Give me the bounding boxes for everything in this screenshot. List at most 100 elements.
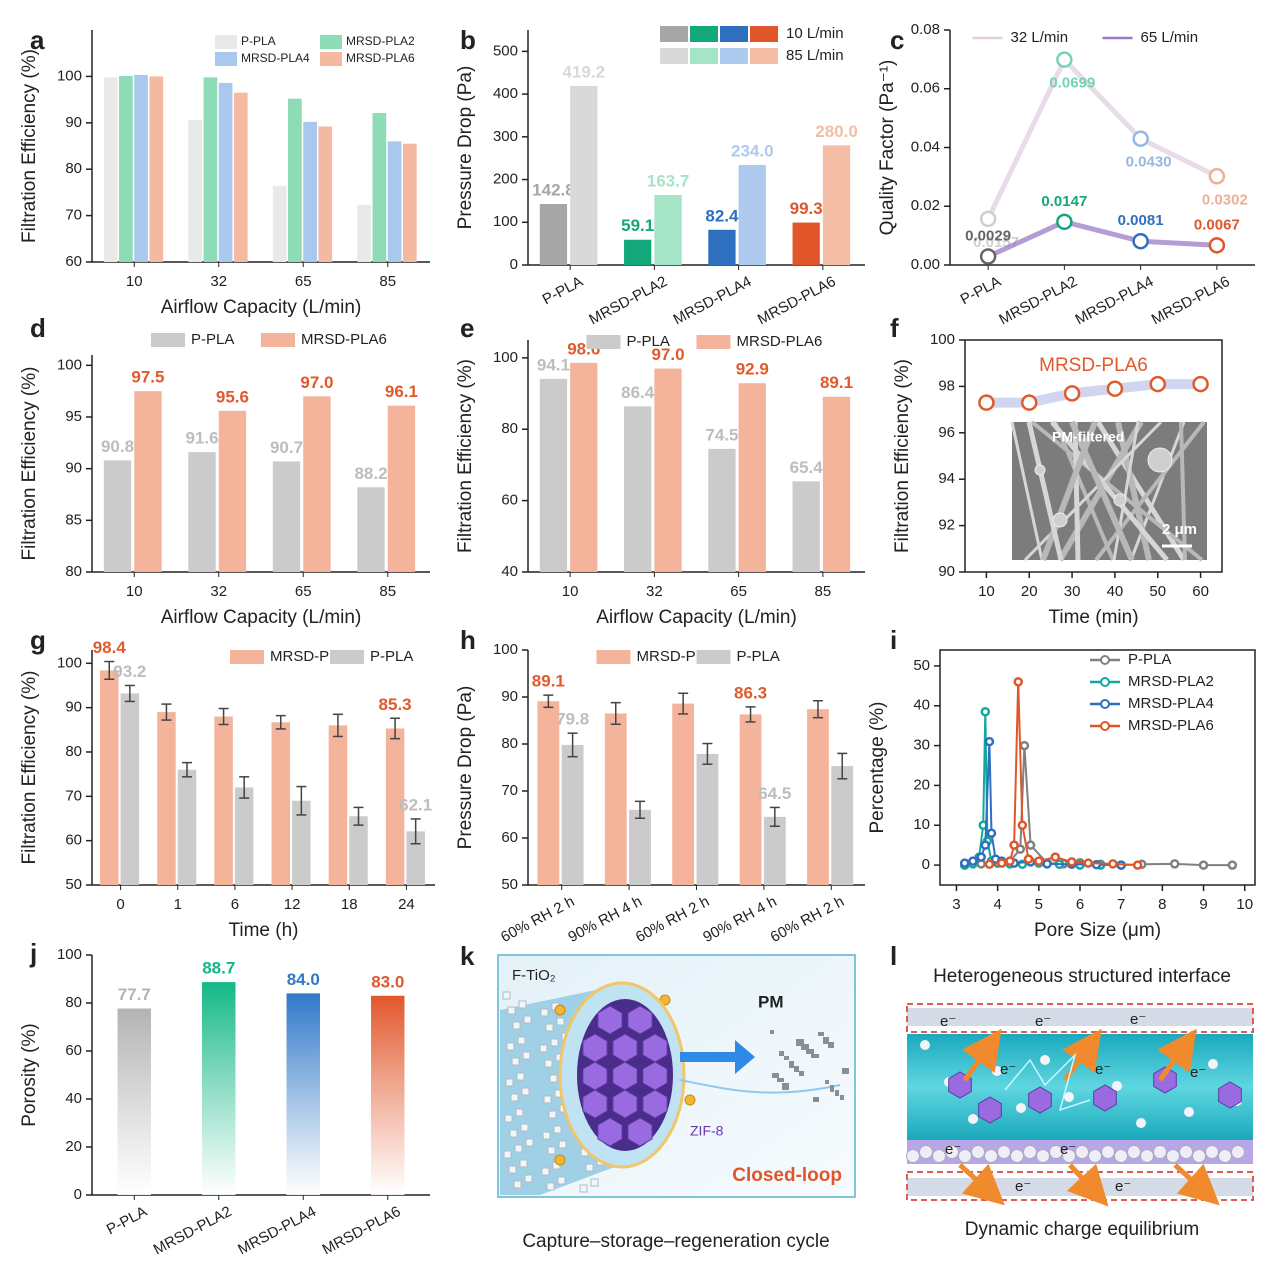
marker: [1009, 840, 1019, 850]
y-tick-label: 80: [65, 743, 82, 760]
value-label: 79.8: [556, 710, 589, 729]
particle: [542, 1131, 551, 1140]
value-label: 96.1: [385, 382, 418, 401]
bar: [696, 753, 719, 885]
value-label: 88.2: [354, 464, 387, 483]
bar: [738, 165, 766, 265]
legend-swatch: [690, 48, 718, 64]
legend-label: P-PLA: [627, 333, 670, 350]
bar: [539, 378, 568, 572]
line: [985, 57, 1219, 220]
value-label: 95.6: [216, 387, 249, 406]
particle: [519, 1159, 528, 1168]
y-tick-label: 96: [938, 424, 955, 441]
value-label: 93.2: [113, 662, 146, 681]
bar: [385, 728, 405, 885]
bar: [234, 787, 254, 885]
pm: [796, 1039, 804, 1046]
legend-swatch: [750, 26, 778, 42]
legend-label: MRSD-PLA4: [241, 51, 310, 65]
layer: [907, 1008, 1253, 1026]
panel-letter: l: [890, 941, 897, 971]
x-tick-label: 6: [231, 896, 239, 913]
marker: [1034, 856, 1044, 866]
particle: [549, 1074, 558, 1083]
sphere: [1010, 1149, 1024, 1163]
pm: [811, 1054, 819, 1058]
sphere: [1231, 1145, 1245, 1159]
legend-label: 10 L/min: [786, 25, 844, 42]
bar: [624, 239, 652, 265]
legend-label: 65 L/min: [1141, 29, 1199, 46]
legend-label: MRSD-PLA4: [1128, 695, 1214, 712]
bar: [292, 800, 311, 885]
bar: [328, 725, 348, 885]
illustration-l: l Heterogeneous structured interface e⁻ e…: [890, 941, 1254, 1240]
pm: [789, 1061, 794, 1068]
marker: [1208, 168, 1226, 185]
particle: [514, 1144, 523, 1153]
pm: [818, 1032, 824, 1036]
y-tick-label: 50: [65, 876, 82, 893]
tio2: [684, 1094, 696, 1106]
value-label: 90.7: [270, 438, 303, 457]
y-tick-label: 0.06: [911, 80, 940, 97]
x-tick-label: P-PLA: [958, 273, 1004, 308]
sphere: [1136, 1118, 1146, 1128]
title: Heterogeneous structured interface: [933, 966, 1231, 987]
particle: [590, 1178, 599, 1187]
x-tick-label: MRSD-PLA6: [755, 273, 839, 328]
marker: [984, 736, 995, 747]
y-tick-label: 0: [922, 856, 930, 873]
value-label: 92.9: [736, 360, 769, 379]
arrow: [958, 1163, 1005, 1206]
bar: [218, 82, 233, 263]
particle: [524, 1174, 533, 1183]
x-axis-title: Airflow Capacity (L/min): [161, 297, 362, 318]
sphere: [1218, 1149, 1232, 1163]
particle: [1147, 447, 1173, 473]
legend-label: MRSD-PLA6: [1128, 717, 1214, 734]
marker: [968, 856, 978, 866]
y-tick-label: 0: [74, 1186, 82, 1203]
x-axis-title: Pore Size (μm): [1034, 920, 1161, 941]
legend-swatch: [696, 335, 731, 349]
x-tick-label: 10: [978, 583, 995, 600]
legend-label: P-PLA: [737, 648, 780, 665]
illustration-k: k F-TiO₂ PM ZIF-8 Closed-loop Capture–st…: [460, 941, 856, 1252]
y-tick-label: 98: [938, 377, 955, 394]
pm: [828, 1042, 834, 1048]
marker: [979, 210, 997, 228]
bar: [203, 77, 218, 262]
particle: [505, 1078, 514, 1087]
fiber: [1112, 421, 1140, 561]
bar: [103, 77, 118, 262]
x-tick-label: MRSD-PLA2: [586, 273, 670, 328]
value-label: 84.0: [287, 970, 320, 989]
bar: [738, 383, 766, 572]
electron: e⁻: [940, 1013, 956, 1030]
y-tick-label: 85: [65, 511, 82, 528]
y-axis-title: Filtration Efficiency (%): [455, 359, 476, 553]
charge-arrows: [958, 1028, 1220, 1207]
panel-letter: e: [460, 313, 474, 343]
bar: [357, 204, 372, 262]
legend-label: P-PLA: [241, 34, 276, 48]
marker: [1227, 860, 1238, 870]
x-tick-label: 5: [1035, 896, 1043, 913]
label: Closed-loop: [732, 1165, 842, 1186]
pm: [779, 1051, 784, 1056]
marker: [1025, 840, 1036, 850]
marker: [1067, 857, 1077, 867]
value-label: 82.4: [705, 206, 739, 225]
sphere: [1023, 1145, 1037, 1159]
pm: [794, 1066, 799, 1072]
bar: [739, 714, 762, 885]
crystal: [1028, 1086, 1052, 1114]
sphere: [997, 1145, 1011, 1159]
marker: [1056, 213, 1073, 231]
bar: [822, 145, 851, 265]
particle: [544, 1059, 553, 1068]
value-label: 97.0: [300, 373, 333, 392]
bar: [100, 670, 119, 885]
